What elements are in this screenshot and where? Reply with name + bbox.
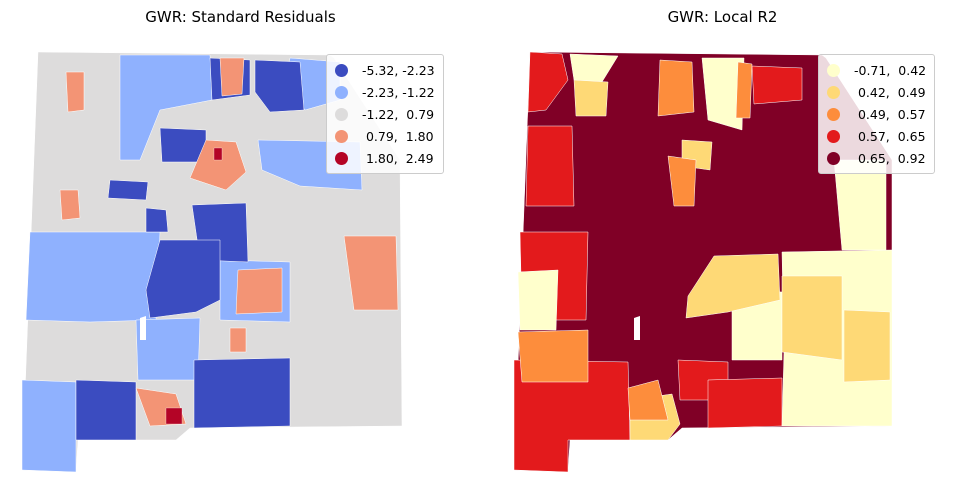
r2-region [657, 59, 695, 117]
residuals-map-panel: GWR: Standard Residuals [0, 0, 481, 489]
r2-region [667, 155, 697, 207]
residuals-region [165, 407, 183, 425]
residuals-map-title: GWR: Standard Residuals [145, 8, 336, 26]
legend-label: -0.71, 0.42 [854, 62, 927, 78]
residuals-region [59, 189, 81, 221]
residuals-region [107, 179, 149, 201]
legend-label: -1.22, 0.79 [362, 106, 435, 122]
legend-item: -5.32, -2.23 [335, 59, 435, 81]
residuals-region [254, 59, 305, 113]
residuals-region [65, 71, 85, 113]
residuals-region [119, 54, 213, 161]
residuals-region [235, 267, 283, 315]
residuals-region [145, 207, 169, 233]
legend-label: 0.79, 1.80 [362, 128, 434, 144]
r2-region [701, 57, 745, 131]
legend-item: 1.80, 2.49 [335, 147, 435, 169]
legend-label: 0.65, 0.92 [854, 150, 926, 166]
legend-item: 0.65, 0.92 [827, 147, 926, 169]
r2-region [843, 309, 891, 383]
r2-region [525, 125, 575, 207]
local-r2-map-title: GWR: Local R2 [667, 8, 778, 26]
residuals-lake [140, 316, 146, 340]
r2-region [527, 51, 569, 113]
r2-region [685, 253, 781, 319]
legend-swatch [827, 85, 840, 99]
residuals-region [145, 239, 221, 319]
residuals-region [25, 231, 161, 323]
r2-region [781, 275, 843, 361]
residuals-region [189, 139, 247, 191]
legend-swatch [335, 63, 348, 77]
r2-region [707, 377, 783, 429]
r2-region [513, 359, 631, 473]
local-r2-legend: -0.71, 0.42 0.42, 0.49 0.49, 0.57 0.57, … [818, 54, 936, 174]
residuals-region [21, 379, 77, 473]
local-r2-map [513, 51, 893, 473]
residuals-legend: -5.32, -2.23 -2.23, -1.22 -1.22, 0.79 0.… [326, 54, 444, 174]
legend-item: -2.23, -1.22 [335, 81, 435, 103]
legend-swatch [335, 151, 348, 165]
r2-region [627, 379, 669, 421]
legend-swatch [827, 151, 840, 165]
legend-item: 0.57, 0.65 [827, 125, 926, 147]
legend-item: -0.71, 0.42 [827, 59, 926, 81]
r2-lake [634, 316, 640, 340]
r2-region [517, 269, 559, 331]
residuals-region [213, 147, 223, 161]
residuals-region [343, 235, 399, 311]
legend-label: 0.49, 0.57 [854, 106, 926, 122]
residuals-region [229, 327, 247, 353]
legend-label: 1.80, 2.49 [362, 150, 434, 166]
legend-label: -2.23, -1.22 [362, 84, 435, 100]
legend-item: 0.42, 0.49 [827, 81, 926, 103]
residuals-region [75, 379, 137, 441]
legend-swatch [827, 107, 840, 121]
legend-swatch [827, 63, 840, 77]
legend-swatch [827, 129, 840, 143]
legend-item: 0.79, 1.80 [335, 125, 435, 147]
legend-item: -1.22, 0.79 [335, 103, 435, 125]
r2-region [573, 79, 609, 117]
legend-swatch [335, 107, 348, 121]
r2-region [751, 65, 803, 105]
legend-item: 0.49, 0.57 [827, 103, 926, 125]
residuals-region [219, 57, 245, 97]
r2-region [735, 61, 753, 119]
legend-swatch [335, 129, 348, 143]
legend-swatch [335, 85, 348, 99]
residuals-map [21, 51, 403, 473]
residuals-region [193, 357, 291, 429]
local-r2-map-panel: GWR: Local R2 [482, 0, 963, 489]
legend-label: -5.32, -2.23 [362, 62, 435, 78]
legend-label: 0.57, 0.65 [854, 128, 926, 144]
legend-label: 0.42, 0.49 [854, 84, 926, 100]
r2-region [517, 329, 589, 383]
